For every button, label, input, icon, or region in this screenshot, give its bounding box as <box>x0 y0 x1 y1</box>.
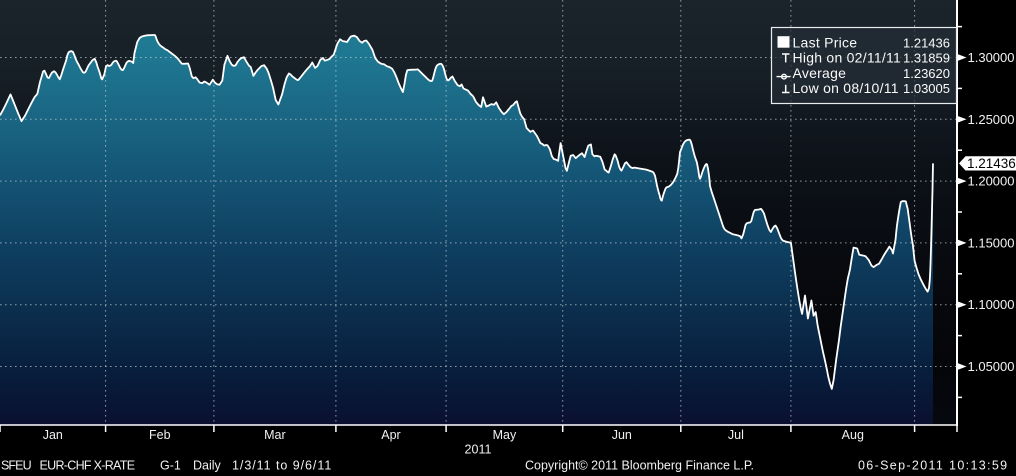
svg-text:Mar: Mar <box>264 428 286 442</box>
svg-text:1.03005: 1.03005 <box>903 81 950 96</box>
svg-text:2011: 2011 <box>465 443 492 457</box>
svg-text:1.30000: 1.30000 <box>968 50 1015 65</box>
svg-text:1.20000: 1.20000 <box>968 174 1015 189</box>
svg-text:Jul: Jul <box>728 428 744 442</box>
svg-text:SFEU: SFEU <box>1 459 32 473</box>
svg-text:1.21436: 1.21436 <box>967 156 1016 171</box>
svg-text:1.23620: 1.23620 <box>903 66 950 81</box>
svg-text:1.31859: 1.31859 <box>903 51 950 66</box>
svg-text:EUR-CHF X-RATE: EUR-CHF X-RATE <box>40 459 135 473</box>
svg-text:Jan: Jan <box>43 428 63 442</box>
svg-text:1.21436: 1.21436 <box>903 35 950 50</box>
svg-text:Apr: Apr <box>381 428 400 442</box>
svg-text:Last Price: Last Price <box>793 34 858 50</box>
svg-text:1.25000: 1.25000 <box>968 112 1015 127</box>
svg-text:1/3/11 to 9/6/11: 1/3/11 to 9/6/11 <box>232 459 332 473</box>
svg-text:06-Sep-2011 10:13:59: 06-Sep-2011 10:13:59 <box>858 459 1008 473</box>
svg-text:Daily: Daily <box>193 459 222 473</box>
svg-text:1.15000: 1.15000 <box>968 235 1015 250</box>
svg-text:Feb: Feb <box>149 428 171 442</box>
svg-text:Aug: Aug <box>842 428 864 442</box>
svg-text:High on 02/11/11: High on 02/11/11 <box>793 50 902 66</box>
svg-text:Average: Average <box>793 65 847 81</box>
svg-text:May: May <box>493 428 517 442</box>
svg-text:Low on 08/10/11: Low on 08/10/11 <box>793 80 899 96</box>
svg-text:Copyright© 2011 Bloomberg Fina: Copyright© 2011 Bloomberg Finance L.P. <box>525 459 754 473</box>
svg-text:Jun: Jun <box>612 428 632 442</box>
svg-text:1.10000: 1.10000 <box>968 297 1015 312</box>
svg-text:G-1: G-1 <box>160 459 181 473</box>
svg-text:1.05000: 1.05000 <box>968 359 1015 374</box>
